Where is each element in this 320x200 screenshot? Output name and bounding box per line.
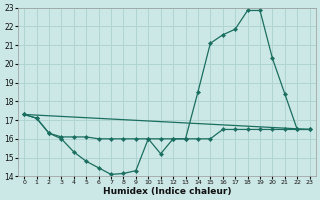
X-axis label: Humidex (Indice chaleur): Humidex (Indice chaleur) [103, 187, 231, 196]
